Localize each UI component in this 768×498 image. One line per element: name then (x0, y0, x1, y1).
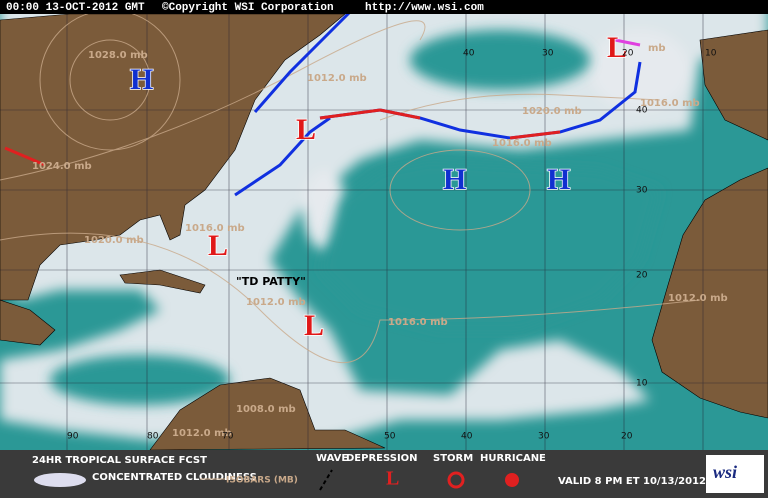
header-bar (0, 0, 768, 14)
warm-front (319, 108, 561, 140)
low-pressure: L (296, 113, 316, 146)
latitude-label: 10 (636, 379, 648, 389)
shape (320, 160, 660, 330)
shape (410, 30, 590, 90)
longitude-label: 30 (542, 49, 554, 59)
isobar-label: 1028.0 mb (88, 50, 148, 61)
occluded-front (614, 38, 641, 47)
shape (149, 377, 386, 451)
legend-storm: STORM (433, 453, 473, 464)
longitude-label: 40 (461, 432, 473, 442)
depression-icon: L (386, 468, 399, 490)
isobar-label: 1024.0 mb (32, 161, 92, 172)
shape (69, 39, 151, 121)
isobar-label: 1016.0 mb (492, 138, 552, 149)
axis-labels: 90 80 70 50 40 30 20 40 30 20 10 40 30 20 10 (67, 49, 717, 442)
shape (0, 13, 346, 301)
longitude-label: 70 (222, 432, 234, 442)
legend-bar (0, 450, 768, 498)
longitude-label: 40 (463, 49, 475, 59)
low-pressure: L (607, 31, 627, 64)
storm-icon (447, 471, 465, 489)
isobar-label: 1016.0 mb (388, 317, 448, 328)
logo-box (706, 455, 764, 493)
isobars (0, 9, 701, 363)
shape (389, 149, 531, 231)
copyright: ©Copyright WSI Corporation (162, 2, 334, 14)
isobar-label: 1020.0 mb (84, 235, 144, 246)
shape (379, 93, 661, 121)
high-pressure: H (130, 63, 153, 96)
latitude-label: 20 (636, 271, 648, 281)
isobar-labels: 1028.0 mb 1012.0 mb 1024.0 mb 1020.0 mb 1016… (32, 43, 728, 439)
shape (50, 355, 230, 405)
shape (651, 167, 768, 419)
isobar-label: 1012.0 mb (246, 297, 306, 308)
high-pressure: H (443, 163, 466, 196)
warm-front (4, 146, 46, 167)
longitude-label: 90 (67, 432, 79, 442)
shape (0, 232, 701, 363)
legend-depression: DEPRESSION (346, 453, 418, 464)
isobar-label: 1012.0 mb (668, 293, 728, 304)
legend-title: 24HR TROPICAL SURFACE FCST (32, 455, 207, 466)
isobar-label: 1020.0 mb (522, 106, 582, 117)
isobar-label: 1016.0 mb (185, 223, 245, 234)
longitude-label: 20 (622, 49, 634, 59)
fronts (4, 10, 642, 197)
wave-icon (319, 469, 333, 491)
isobar-label: 1008.0 mb (236, 404, 296, 415)
shape (0, 299, 56, 346)
legend-wave: WAVE (316, 453, 348, 464)
timestamp: 00:00 13-OCT-2012 GMT (6, 2, 145, 14)
isobar-label: mb (648, 43, 666, 54)
pressure-centers: H H H L L L L (129, 30, 628, 343)
legend: 24HR TROPICAL SURFACE FCST CONCENTRATED … (32, 453, 764, 493)
cold-front (253, 10, 352, 113)
url: http://www.wsi.com (365, 2, 484, 14)
legend-cloudiness: CONCENTRATED CLOUDINESS (92, 472, 257, 483)
hurricane-icon (505, 473, 519, 487)
shape (0, 14, 768, 450)
graticule (0, 14, 768, 450)
isobar-label: 1016.0 mb (640, 98, 700, 109)
legend-isobars: ISOBARS (MB) (226, 476, 298, 486)
valid-time: VALID 8 PM ET 10/13/2012 (558, 476, 706, 487)
storm-label: "TD PATTY" (236, 275, 306, 288)
low-pressure: L (208, 229, 228, 262)
latitude-label: 40 (636, 106, 648, 116)
cold-front (234, 116, 331, 197)
land (0, 13, 768, 451)
shape (699, 29, 768, 141)
isobar-label: 1012.0 mb (172, 428, 232, 439)
longitude-label: 20 (621, 432, 633, 442)
longitude-label: 80 (147, 432, 159, 442)
low-pressure: L (304, 309, 324, 342)
longitude-label: 10 (705, 49, 717, 59)
cloud-icon (34, 473, 86, 487)
logo: wsi (713, 462, 737, 482)
isobar-label: 1012.0 mb (307, 73, 367, 84)
longitude-label: 50 (384, 432, 396, 442)
header: 00:00 13-OCT-2012 GMT ©Copyright WSI Cor… (6, 2, 484, 14)
high-pressure: H (547, 163, 570, 196)
longitude-label: 30 (538, 432, 550, 442)
clear-areas (50, 30, 660, 405)
latitude-label: 30 (636, 186, 648, 196)
legend-hurricane: HURRICANE (480, 453, 546, 464)
